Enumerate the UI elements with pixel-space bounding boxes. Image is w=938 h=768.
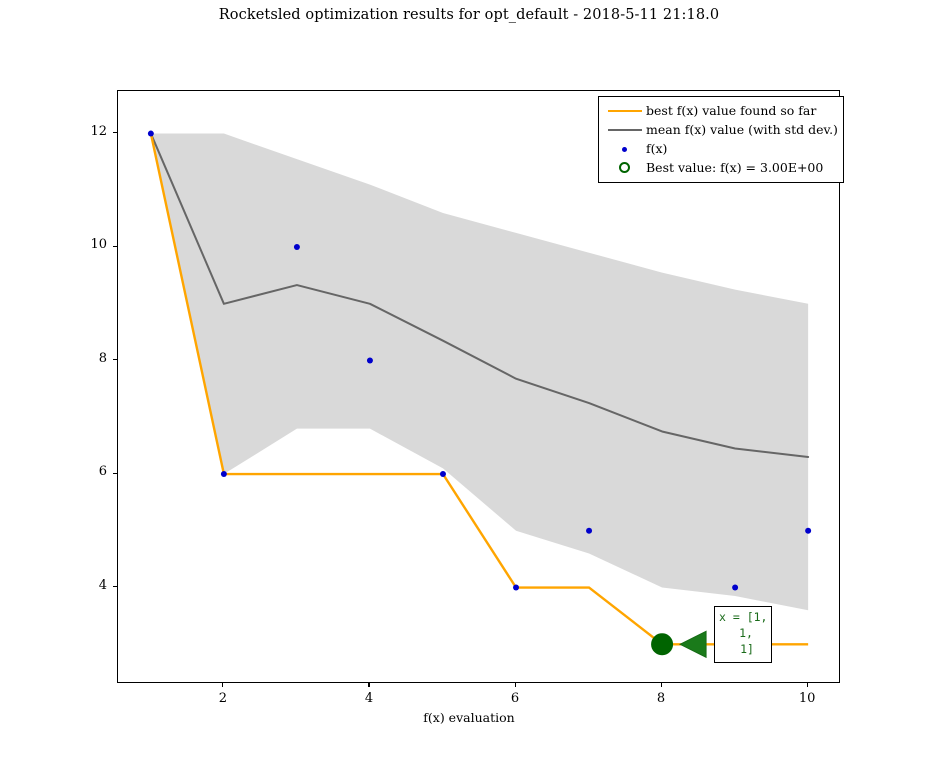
page-title: Rocketsled optimization results for opt_…	[218, 7, 720, 23]
x-tick-mark	[222, 683, 224, 687]
mean-line	[149, 132, 810, 459]
annotation-line-2: 1,	[739, 626, 753, 640]
y-tick-mark	[113, 586, 117, 588]
annotation-box[interactable]: x = [1, 1, 1]	[714, 606, 772, 663]
annotation-line-3: 1]	[740, 642, 754, 656]
x-axis-label: f(x) evaluation	[423, 710, 515, 725]
x-tick-mark	[806, 683, 808, 687]
legend-key-ring-icon	[605, 158, 645, 177]
legend-key-line-icon	[605, 101, 645, 120]
x-tick-label: 4	[364, 691, 374, 706]
plot-svg	[147, 130, 812, 659]
legend-key-line-icon	[605, 120, 645, 139]
x-tick-mark	[368, 683, 370, 687]
y-tick-mark	[113, 132, 117, 134]
y-tick-label: 10	[90, 237, 107, 253]
legend-label: best f(x) value found so far	[646, 103, 817, 118]
best-value-marker[interactable]	[651, 633, 674, 656]
x-tick-mark	[514, 683, 516, 687]
annotation-line-1: x = [1,	[719, 610, 768, 624]
legend-label: f(x)	[646, 141, 668, 156]
std-dev-band	[150, 133, 809, 611]
x-tick-label: 6	[510, 691, 520, 706]
y-tick-label: 6	[98, 464, 107, 480]
x-tick-label: 10	[798, 691, 816, 706]
legend-item-best-line[interactable]: best f(x) value found so far	[605, 101, 837, 120]
y-tick-mark	[113, 245, 117, 247]
x-tick-mark	[660, 683, 662, 687]
annotation-arrow-icon	[678, 630, 707, 659]
legend-key-dot-icon	[605, 139, 645, 158]
legend-item-mean-line[interactable]: mean f(x) value (with std dev.)	[605, 120, 838, 139]
y-tick-label: 4	[98, 577, 107, 593]
legend-item-scatter[interactable]: f(x)	[605, 139, 837, 158]
y-tick-label: 12	[90, 123, 107, 139]
y-tick-label: 8	[98, 350, 107, 366]
legend-item-best-value[interactable]: Best value: f(x) = 3.00E+00	[605, 158, 837, 177]
x-tick-label: 2	[218, 691, 228, 706]
y-tick-mark	[113, 472, 117, 474]
plot-area[interactable]	[117, 90, 840, 683]
legend: best f(x) value found so far mean f(x) v…	[598, 96, 844, 183]
legend-label: Best value: f(x) = 3.00E+00	[646, 160, 824, 175]
y-tick-mark	[113, 359, 117, 361]
legend-label: mean f(x) value (with std dev.)	[646, 122, 838, 137]
x-tick-label: 8	[656, 691, 666, 706]
